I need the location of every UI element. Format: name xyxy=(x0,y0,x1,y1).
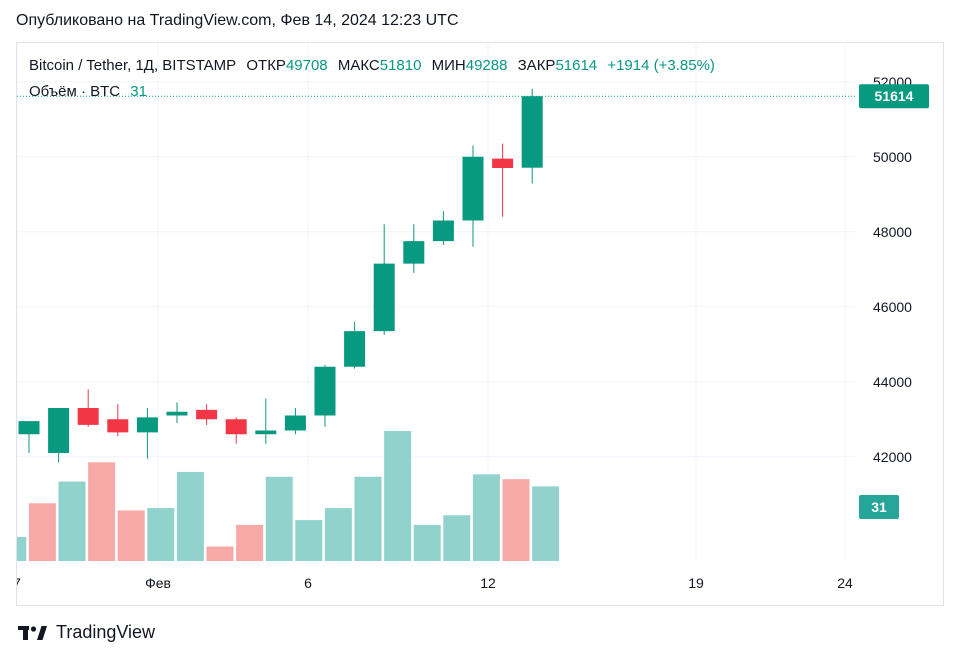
y-tick-label: 50000 xyxy=(873,149,912,165)
volume-bar xyxy=(443,515,471,561)
volume-bar xyxy=(502,479,530,561)
candle xyxy=(284,408,306,435)
candle-body xyxy=(432,220,454,242)
volume-bar xyxy=(117,510,145,561)
candle-body xyxy=(403,241,425,264)
candle-body xyxy=(492,158,514,168)
candle xyxy=(462,145,484,247)
volume-bar xyxy=(147,508,175,561)
time-axis[interactable]: 7 Фев 6 12 19 24 xyxy=(17,575,853,591)
candle xyxy=(373,224,395,335)
candle-body xyxy=(196,409,218,420)
volume-bar xyxy=(176,471,204,561)
volume-bar xyxy=(324,508,352,561)
candle-body xyxy=(284,415,306,431)
candle-body xyxy=(373,263,395,332)
close-label: ЗАКР xyxy=(517,57,556,74)
candle-body xyxy=(521,96,543,168)
candle-body xyxy=(166,411,188,416)
volume-bar xyxy=(265,476,293,561)
tradingview-logo-text: TradingView xyxy=(56,622,156,642)
change-value: +1914 (+3.85%) xyxy=(607,57,715,74)
candle xyxy=(432,211,454,245)
x-tick-label: Фев xyxy=(145,575,171,591)
candle-body xyxy=(314,366,336,416)
low-value: 49288 xyxy=(465,57,508,74)
close-value: 51614 xyxy=(555,57,598,74)
candle xyxy=(314,364,336,427)
candle xyxy=(107,404,129,437)
candle-body xyxy=(255,430,277,435)
volume-bar xyxy=(354,476,382,561)
y-tick-label: 46000 xyxy=(873,299,912,315)
price-badge-label: 51614 xyxy=(875,88,914,104)
volume-badge: 31 xyxy=(859,495,899,519)
candle xyxy=(77,389,99,427)
price-badge: 51614 xyxy=(859,84,929,109)
candle-body xyxy=(48,408,70,453)
volume-bar xyxy=(532,486,560,561)
candles xyxy=(18,88,543,463)
volume-bar xyxy=(413,524,441,561)
high-label: МАКС xyxy=(337,57,380,74)
open-value: 49708 xyxy=(285,57,328,74)
candle-body xyxy=(18,421,40,435)
candle-body xyxy=(136,417,158,433)
grid-lines xyxy=(17,43,855,561)
published-caption: Опубликовано на TradingView.com, Фев 14,… xyxy=(16,12,459,29)
candle xyxy=(196,404,218,425)
open-label: ОТКР xyxy=(246,57,286,74)
tradingview-logo-icon xyxy=(18,625,47,640)
high-value: 51810 xyxy=(379,57,422,74)
volume-bar xyxy=(88,462,116,561)
volume-bar xyxy=(472,474,500,561)
volume-bar xyxy=(384,431,412,561)
volume-label[interactable]: Объём · BTC xyxy=(29,83,121,100)
x-tick-label: 7 xyxy=(17,575,21,591)
y-tick-label: 48000 xyxy=(873,224,912,240)
candle xyxy=(255,398,277,444)
symbol-label[interactable]: Bitcoin / Tether, 1Д, BITSTAMP xyxy=(29,57,237,74)
ohlc-legend: Bitcoin / Tether, 1Д, BITSTAMP ОТКР49708… xyxy=(29,57,715,74)
candle-body xyxy=(77,408,99,425)
candle xyxy=(18,421,40,453)
y-tick-label: 42000 xyxy=(873,449,912,465)
low-label: МИН xyxy=(431,57,466,74)
candle xyxy=(136,408,158,459)
candle xyxy=(403,224,425,273)
x-tick-label: 12 xyxy=(480,575,496,591)
candle xyxy=(225,417,247,444)
candle xyxy=(521,88,543,184)
volume-legend: Объём · BTC 31 xyxy=(29,83,147,100)
volume-bar xyxy=(28,503,56,561)
candle-body xyxy=(344,331,366,367)
x-tick-label: 19 xyxy=(688,575,704,591)
volume-bar xyxy=(206,546,234,561)
x-tick-label: 24 xyxy=(837,575,853,591)
candle xyxy=(344,321,366,369)
candle-body xyxy=(225,419,247,435)
tradingview-logo[interactable]: TradingView xyxy=(18,622,155,643)
candle-body xyxy=(107,419,129,433)
volume-bar xyxy=(295,520,323,561)
candle xyxy=(48,408,70,463)
volume-value: 31 xyxy=(130,83,147,100)
x-tick-label: 6 xyxy=(304,575,312,591)
candle xyxy=(492,143,514,217)
volume-bars xyxy=(17,431,560,561)
volume-bar xyxy=(236,524,264,561)
candle xyxy=(166,402,188,423)
volume-bar xyxy=(17,536,27,561)
volume-bar xyxy=(58,481,86,561)
candle-body xyxy=(462,156,484,221)
volume-badge-label: 31 xyxy=(871,499,887,515)
y-tick-label: 44000 xyxy=(873,374,912,390)
